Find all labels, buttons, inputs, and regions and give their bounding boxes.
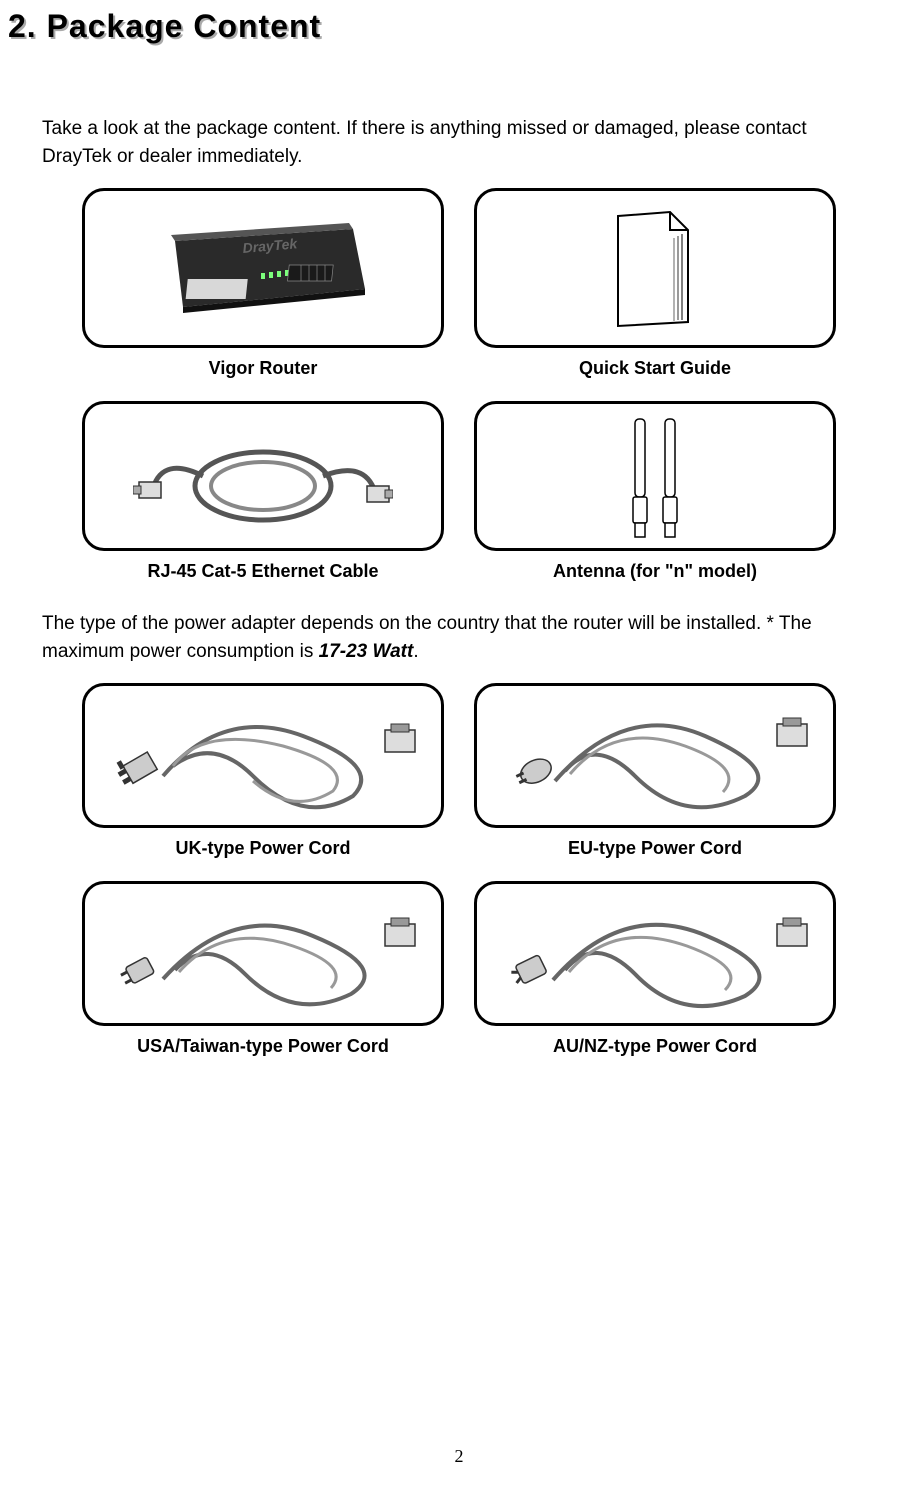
ethernet-cable-icon [133, 416, 393, 536]
item-caption: Antenna (for "n" model) [553, 561, 757, 582]
power-row-2: USA/Taiwan-type Power Cord AU/NZ-type Po… [82, 881, 836, 1079]
item-cell: UK-type Power Cord [82, 683, 444, 881]
item-frame-router: DrayTek [82, 188, 444, 348]
item-caption: EU-type Power Cord [568, 838, 742, 859]
booklet-icon [610, 208, 700, 328]
cord-au-icon [495, 894, 815, 1014]
item-caption: RJ-45 Cat-5 Ethernet Cable [147, 561, 378, 582]
item-caption: Quick Start Guide [579, 358, 731, 379]
item-frame-cord-eu [474, 683, 836, 828]
item-cell: Quick Start Guide [474, 188, 836, 401]
item-caption: USA/Taiwan-type Power Cord [137, 1036, 389, 1057]
cord-eu-icon [495, 696, 815, 816]
power-watt: 17-23 Watt [319, 641, 414, 662]
power-intro-suffix: . [413, 641, 418, 662]
section-heading: 2. Package Content [0, 0, 918, 45]
power-paragraph: The type of the power adapter depends on… [42, 610, 876, 665]
items-row-1: DrayTek Vigor Router Quick Start Guide [82, 188, 836, 401]
page-number: 2 [0, 1446, 918, 1467]
item-caption: UK-type Power Cord [175, 838, 350, 859]
item-cell: Antenna (for "n" model) [474, 401, 836, 604]
item-cell: DrayTek Vigor Router [82, 188, 444, 401]
items-row-2: RJ-45 Cat-5 Ethernet Cable Antenna (for … [82, 401, 836, 604]
item-cell: RJ-45 Cat-5 Ethernet Cable [82, 401, 444, 604]
item-frame-cord-us [82, 881, 444, 1026]
item-caption: AU/NZ-type Power Cord [553, 1036, 757, 1057]
item-cell: USA/Taiwan-type Power Cord [82, 881, 444, 1079]
item-frame-antenna [474, 401, 836, 551]
item-frame-cord-au [474, 881, 836, 1026]
item-frame-cord-uk [82, 683, 444, 828]
item-cell: EU-type Power Cord [474, 683, 836, 881]
item-caption: Vigor Router [209, 358, 318, 379]
power-row-1: UK-type Power Cord EU-type Power Cord [82, 683, 836, 881]
item-frame-booklet [474, 188, 836, 348]
cord-uk-icon [103, 696, 423, 816]
antenna-icon [595, 411, 715, 541]
router-icon: DrayTek [153, 221, 373, 316]
item-frame-ethernet [82, 401, 444, 551]
intro-paragraph: Take a look at the package content. If t… [42, 115, 876, 170]
power-intro-prefix: The type of the power adapter depends on… [42, 613, 812, 662]
page-content: Take a look at the package content. If t… [0, 45, 918, 1079]
item-cell: AU/NZ-type Power Cord [474, 881, 836, 1079]
cord-us-icon [103, 894, 423, 1014]
